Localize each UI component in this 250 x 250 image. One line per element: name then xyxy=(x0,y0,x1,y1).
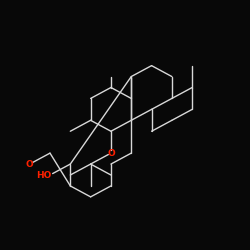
Text: O: O xyxy=(107,148,115,158)
Text: HO: HO xyxy=(36,170,52,179)
Text: O: O xyxy=(26,160,34,168)
